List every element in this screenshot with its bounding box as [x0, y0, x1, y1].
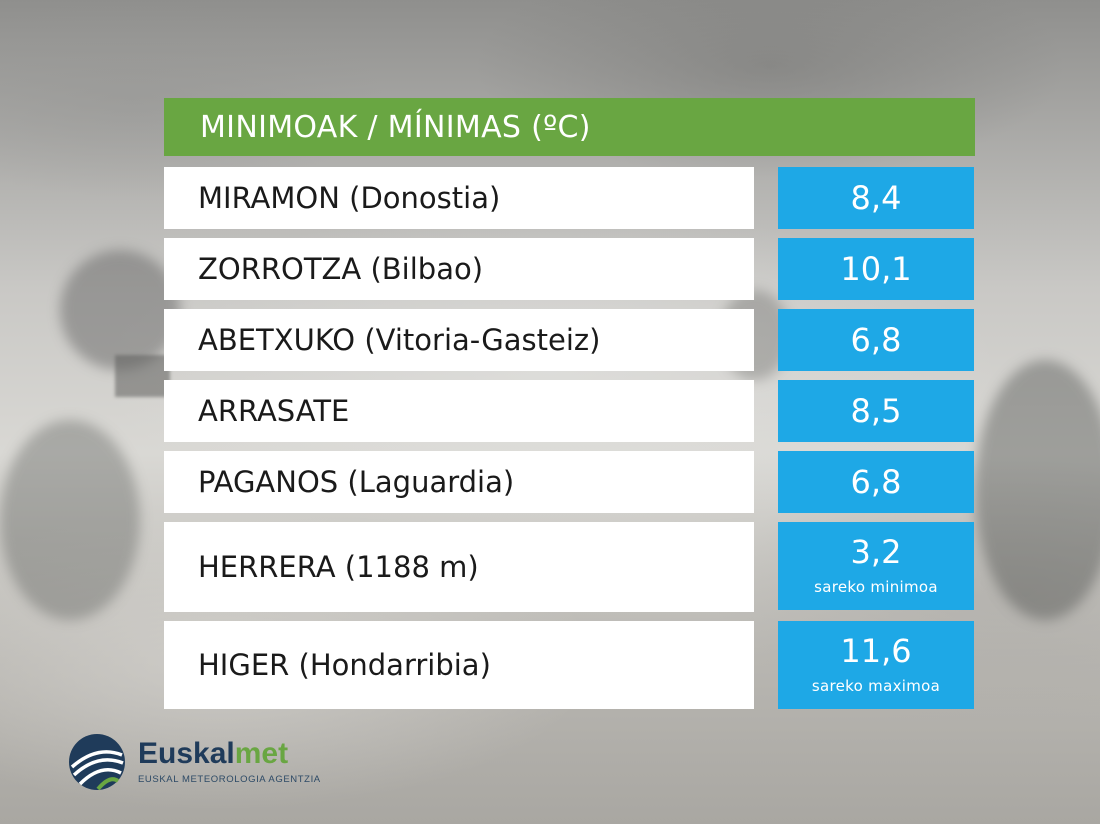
tree-silhouette: [975, 360, 1100, 620]
logo-text: Euskalmet EUSKAL METEOROLOGIA AGENTZIA: [138, 739, 321, 786]
record-note: sareko maximoa: [811, 677, 941, 695]
euskalmet-logo: Euskalmet EUSKAL METEOROLOGIA AGENTZIA: [68, 733, 321, 791]
temperature-value-box: 10,1: [778, 238, 974, 300]
temperature-value-box: 6,8: [778, 451, 974, 513]
temperature-value: 10,1: [840, 250, 912, 288]
station-name: ZORROTZA (Bilbao): [164, 238, 754, 300]
temperature-value-box: 8,5: [778, 380, 974, 442]
record-note: sareko minimoa: [814, 578, 938, 596]
temperature-value: 8,4: [850, 179, 902, 217]
logo-subtitle: EUSKAL METEOROLOGIA AGENTZIA: [138, 774, 321, 785]
temperature-value: 6,8: [850, 463, 902, 501]
temperature-value: 11,6: [840, 632, 912, 670]
tree-silhouette: [0, 420, 140, 620]
station-name: PAGANOS (Laguardia): [164, 451, 754, 513]
station-name: ABETXUKO (Vitoria-Gasteiz): [164, 309, 754, 371]
temperature-value-box: 11,6 sareko maximoa: [778, 621, 974, 709]
logo-name: Euskalmet: [138, 739, 321, 769]
station-name: HIGER (Hondarribia): [164, 621, 754, 709]
panel-title: MINIMOAK / MÍNIMAS (ºC): [164, 98, 975, 156]
logo-name-main: Euskal: [138, 737, 235, 770]
euskalmet-logo-icon: [69, 734, 125, 791]
temperature-value: 6,8: [850, 321, 902, 359]
station-name: MIRAMON (Donostia): [164, 167, 754, 229]
temperature-value: 3,2: [850, 533, 902, 571]
temperature-value-box: 3,2 sareko minimoa: [778, 522, 974, 610]
temperature-value-box: 6,8: [778, 309, 974, 371]
station-name: HERRERA (1188 m): [164, 522, 754, 612]
station-name: ARRASATE: [164, 380, 754, 442]
tree-silhouette: [60, 250, 180, 370]
temperature-value: 8,5: [850, 392, 902, 430]
temperature-value-box: 8,4: [778, 167, 974, 229]
logo-name-accent: met: [234, 737, 289, 770]
house-silhouette: [115, 355, 170, 397]
